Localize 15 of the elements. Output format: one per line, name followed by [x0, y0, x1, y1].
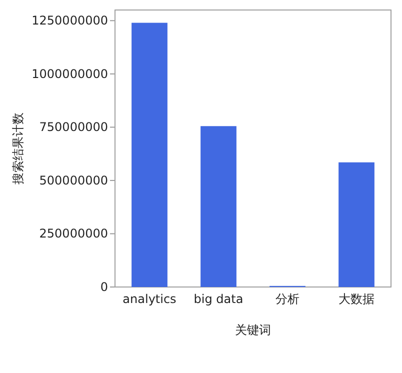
ytick: 750000000: [39, 120, 108, 134]
xlabel: 关键词: [235, 323, 271, 337]
ytick: 500000000: [39, 173, 108, 188]
ytick: 1250000000: [32, 14, 108, 28]
ytick: 1000000000: [32, 66, 108, 81]
xtick: 分析: [276, 292, 300, 306]
ytick: 0: [100, 280, 108, 294]
ytick: 250000000: [39, 226, 108, 241]
xtick: big data: [194, 292, 244, 306]
xtick: analytics: [122, 292, 176, 306]
xtick: 大数据: [338, 292, 374, 306]
ylabel: 搜索结果计数: [11, 112, 25, 184]
bar: [338, 162, 374, 287]
bar: [200, 126, 236, 287]
bar: [132, 22, 168, 287]
